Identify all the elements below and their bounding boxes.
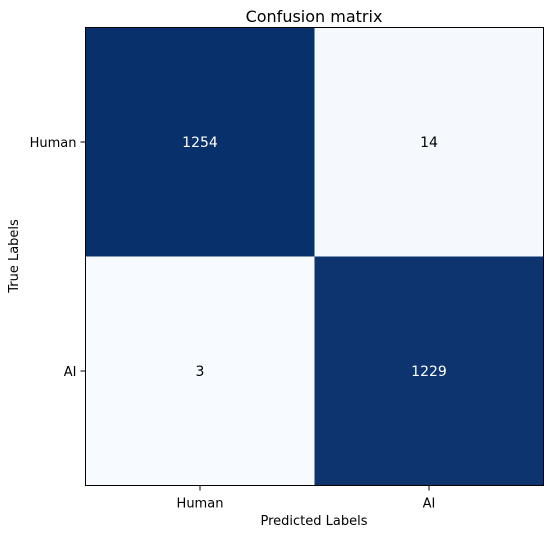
x-axis-ticks: Human AI <box>177 485 436 512</box>
heatmap-cell-1-1 <box>85 27 315 257</box>
cell-value-1-2: 14 <box>420 135 438 151</box>
cell-value-2-1: 3 <box>196 364 205 380</box>
y-axis-label: True Labels <box>7 219 22 294</box>
heatmap-cell-2-1 <box>85 256 315 486</box>
y-axis-ticks: Human AI <box>30 136 86 380</box>
y-tick-label: Human <box>30 136 77 151</box>
y-tick-label: AI <box>64 365 77 380</box>
cell-value-1-1: 1254 <box>182 135 218 151</box>
plot-frame <box>85 27 544 486</box>
heatmap-cells <box>85 27 544 486</box>
x-tick-label: Human <box>177 497 224 512</box>
x-tick-label: AI <box>423 497 436 512</box>
chart-title: Confusion matrix <box>246 7 383 26</box>
x-axis-label: Predicted Labels <box>260 514 367 529</box>
cell-value-2-2: 1229 <box>411 364 447 380</box>
heatmap-cell-labels: 1254 14 3 1229 <box>182 135 447 380</box>
heatmap-cell-1-2 <box>314 27 544 257</box>
heatmap-cell-2-2 <box>314 256 544 486</box>
